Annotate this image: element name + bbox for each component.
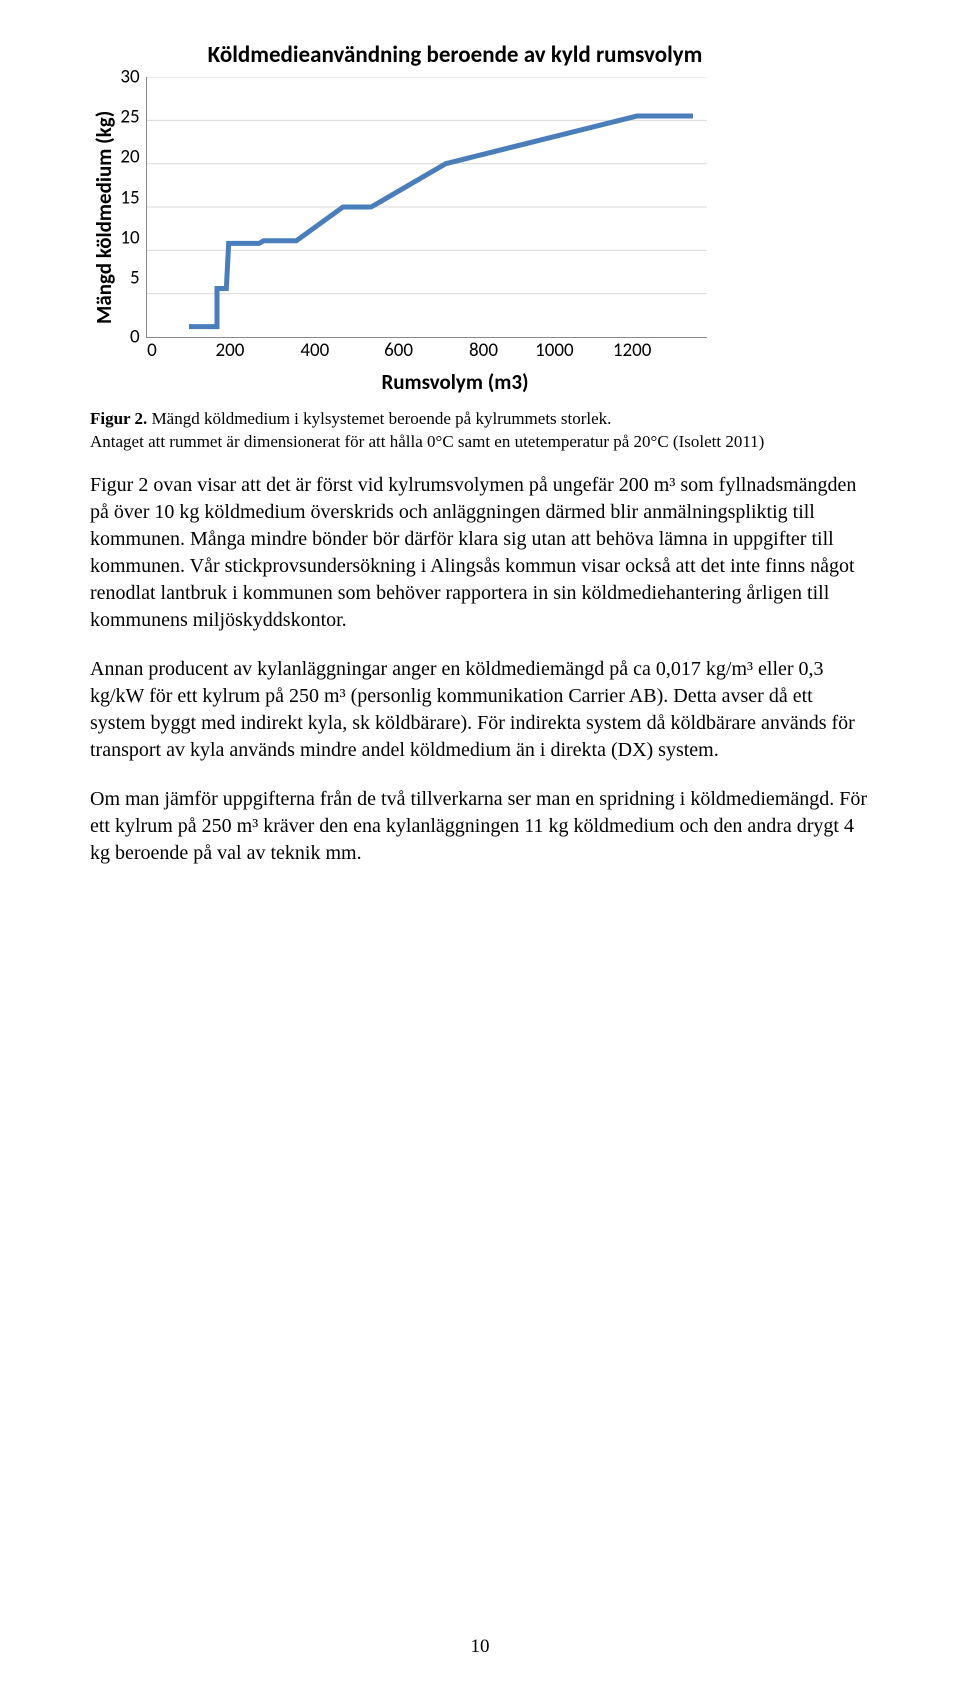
chart-body: Mängd köldmedium (kg) 30 25 20 15 10 5 0 — [90, 77, 750, 338]
y-tick: 15 — [120, 188, 139, 207]
x-tick: 1000 — [535, 338, 574, 364]
x-axis-ticks: 0 200 400 600 800 1000 1200 — [152, 338, 712, 364]
line-series — [189, 116, 693, 327]
x-tick: 600 — [384, 338, 413, 364]
body-paragraph-1: Figur 2 ovan visar att det är först vid … — [90, 472, 870, 634]
chart: Köldmedieanvändning beroende av kyld rum… — [90, 40, 750, 396]
chart-svg — [147, 77, 707, 337]
y-tick: 25 — [120, 108, 139, 127]
x-tick: 800 — [469, 338, 498, 364]
x-tick: 400 — [300, 338, 329, 364]
y-tick: 10 — [120, 228, 139, 247]
x-tick: 0 — [147, 338, 157, 364]
body-paragraph-2: Annan producent av kylanläggningar anger… — [90, 656, 870, 764]
caption-label: Figur 2. — [90, 409, 147, 428]
y-tick: 20 — [120, 148, 139, 167]
chart-title: Köldmedieanvändning beroende av kyld rum… — [160, 40, 750, 71]
plot-area — [146, 77, 707, 338]
caption-line2: Antaget att rummet är dimensionerat för … — [90, 432, 764, 451]
y-tick: 5 — [130, 268, 140, 287]
y-axis-ticks: 30 25 20 15 10 5 0 — [120, 77, 139, 337]
figure-caption: Figur 2. Mängd köldmedium i kylsystemet … — [90, 408, 870, 454]
page-number: 10 — [0, 1634, 960, 1660]
caption-line1: Mängd köldmedium i kylsystemet beroende … — [147, 409, 611, 428]
gridlines — [147, 77, 707, 294]
body-paragraph-3: Om man jämför uppgifterna från de två ti… — [90, 786, 870, 867]
y-tick: 30 — [120, 68, 139, 87]
y-axis-label: Mängd köldmedium (kg) — [90, 77, 118, 338]
x-axis-label: Rumsvolym (m3) — [160, 368, 750, 396]
x-tick: 1200 — [613, 338, 652, 364]
x-tick: 200 — [216, 338, 245, 364]
y-tick: 0 — [130, 327, 140, 346]
